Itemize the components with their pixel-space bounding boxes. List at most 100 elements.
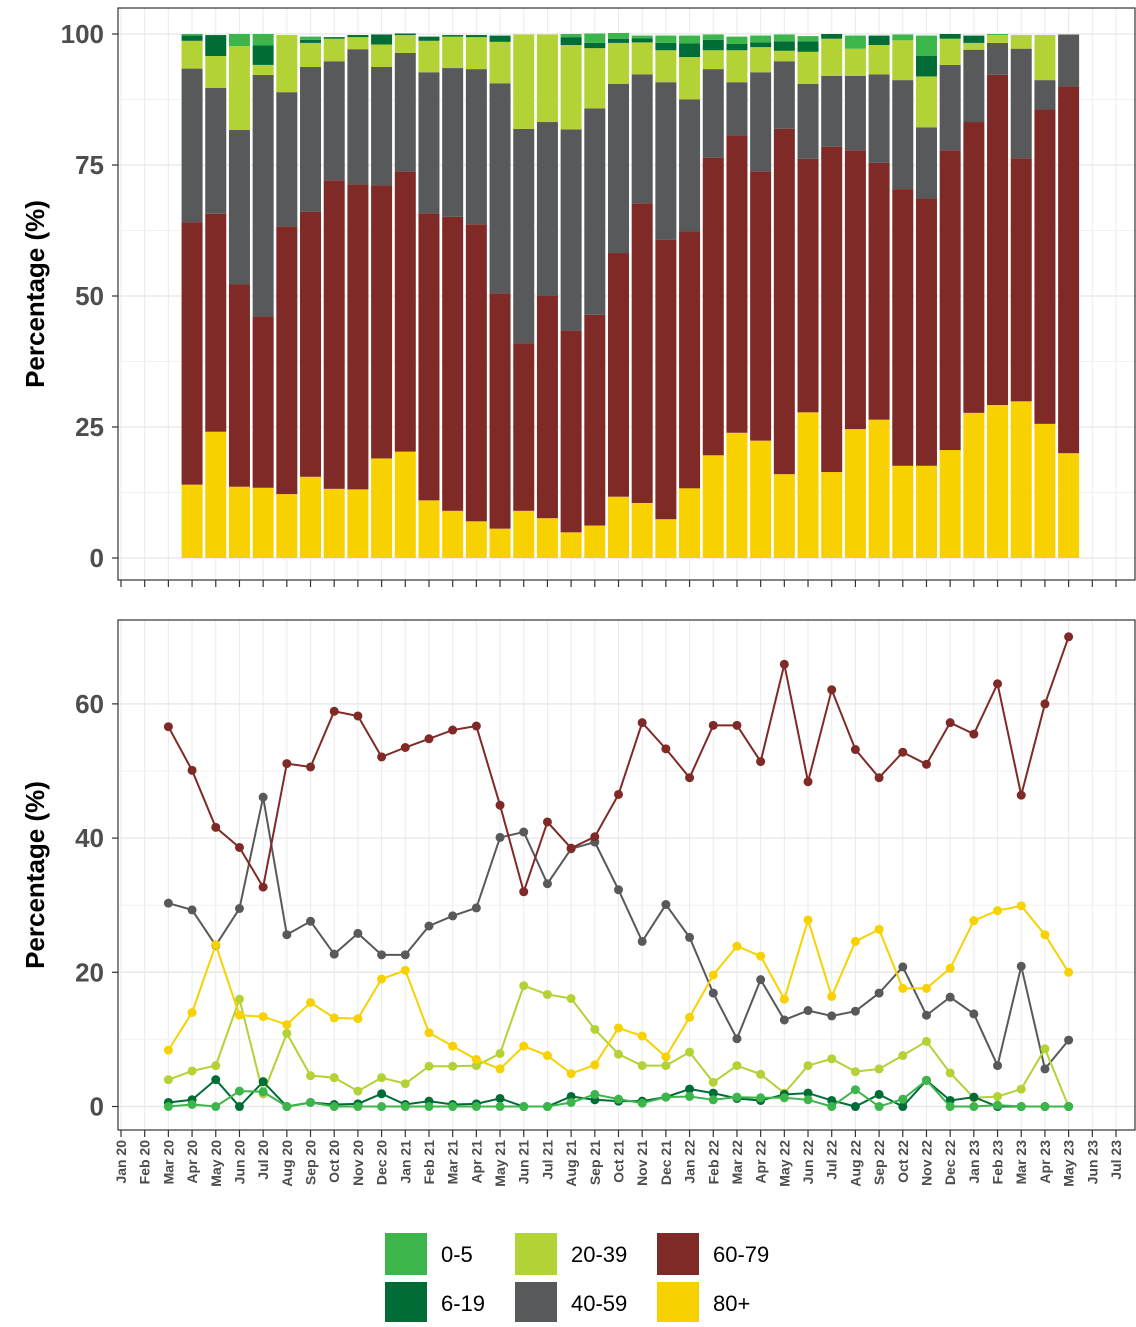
y-tick-label: 20 [75, 957, 104, 987]
point [258, 882, 268, 892]
bar-segment [371, 67, 393, 186]
point [424, 1061, 434, 1071]
point [945, 1068, 955, 1078]
point [685, 1091, 695, 1101]
bar-segment [205, 431, 227, 558]
bar-segment [584, 48, 606, 109]
bar-segment [987, 34, 1009, 36]
point [1064, 1102, 1074, 1112]
point [993, 1061, 1003, 1071]
bar-segment [963, 412, 985, 558]
point [945, 963, 955, 973]
point [921, 759, 931, 769]
point [424, 921, 434, 931]
bar-segment [915, 76, 937, 128]
x-tick-label: Jun 21 [516, 1140, 532, 1185]
bar-segment [821, 146, 843, 473]
point [448, 1041, 458, 1051]
point [377, 1089, 387, 1099]
x-tick-label: Aug 22 [847, 1140, 863, 1187]
point [874, 924, 884, 934]
point [993, 1100, 1003, 1110]
bar-segment [726, 432, 748, 558]
bar-segment [987, 404, 1009, 558]
point [850, 1067, 860, 1077]
point [542, 1051, 552, 1061]
y-tick-label: 60 [75, 689, 104, 719]
point [424, 734, 434, 744]
point [614, 1049, 623, 1059]
point [661, 1092, 671, 1102]
bar-segment [726, 50, 748, 83]
point [163, 1045, 173, 1055]
bar-segment [181, 68, 203, 223]
point [495, 832, 505, 842]
x-tick-label: Jun 22 [800, 1140, 816, 1185]
point [424, 1028, 434, 1038]
bar-segment [915, 127, 937, 199]
point [1064, 1035, 1074, 1045]
bar-segment [394, 35, 416, 53]
point [448, 911, 458, 921]
point [590, 832, 600, 842]
bar-segment [750, 440, 772, 558]
bar-segment [702, 157, 724, 456]
legend-label: 6-19 [441, 1291, 485, 1316]
bar-segment [915, 35, 937, 57]
bar-segment [750, 171, 772, 441]
x-tick-label: Mar 23 [1013, 1140, 1029, 1185]
y-tick-label: 25 [75, 412, 104, 442]
point [921, 983, 931, 993]
bar-segment [489, 41, 511, 84]
bar-segment [323, 180, 345, 489]
bar-segment [1010, 158, 1032, 402]
bar-segment [489, 293, 511, 529]
bar-segment [394, 451, 416, 558]
point [377, 950, 387, 960]
bar-segment [868, 419, 890, 558]
x-tick-label: Jan 22 [682, 1140, 698, 1184]
x-tick-label: Feb 23 [990, 1140, 1006, 1185]
point [234, 1102, 244, 1112]
legend-swatch [515, 1233, 557, 1275]
x-tick-label: Dec 21 [658, 1140, 674, 1185]
bar-segment [679, 488, 701, 558]
x-tick-label: Oct 22 [895, 1140, 911, 1183]
bar-segment [465, 69, 487, 225]
bar-segment [773, 128, 795, 475]
point [282, 759, 292, 769]
bar-segment [773, 50, 795, 62]
bar-segment [892, 465, 914, 558]
point [329, 1013, 339, 1023]
point [921, 1036, 931, 1046]
bar-segment [608, 83, 629, 254]
y-tick-label: 50 [75, 281, 104, 311]
point [495, 1064, 505, 1074]
bar-segment [205, 87, 227, 214]
point [258, 1077, 268, 1087]
point [519, 827, 529, 837]
bar-segment [418, 40, 440, 73]
bar-segment [513, 510, 535, 558]
bar-segment [655, 42, 677, 51]
x-tick-label: Nov 20 [350, 1140, 366, 1186]
point [211, 822, 221, 832]
point [993, 679, 1003, 689]
bar-segment [939, 38, 961, 65]
bar-segment [655, 519, 677, 558]
point [779, 994, 789, 1004]
bar-segment [418, 36, 440, 41]
point [637, 936, 647, 946]
x-tick-label: Sep 22 [871, 1140, 887, 1185]
bar-segment [939, 450, 961, 558]
bar-segment [797, 83, 819, 159]
point [306, 916, 316, 926]
x-tick-label: Mar 20 [160, 1140, 176, 1185]
bar-segment [821, 34, 843, 39]
bar-segment [726, 135, 748, 433]
point [377, 1073, 387, 1083]
point [898, 1102, 908, 1112]
point [708, 988, 718, 998]
bar-segment [1058, 86, 1080, 454]
point [163, 1075, 173, 1085]
